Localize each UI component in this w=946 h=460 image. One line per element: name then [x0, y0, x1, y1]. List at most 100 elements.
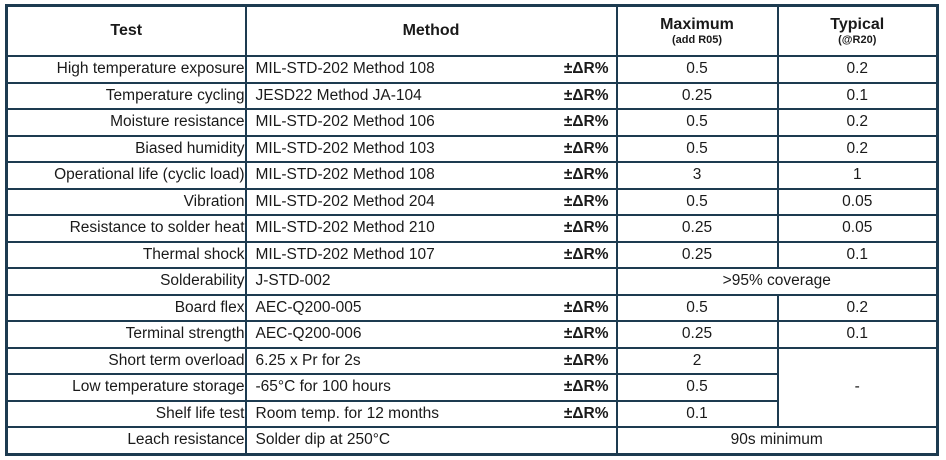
header-method-label: Method [402, 21, 460, 39]
method-cell: MIL-STD-202 Method 108 ±ΔR% [244, 55, 618, 84]
method-cell: J-STD-002 [244, 267, 618, 296]
header-maximum-subtitle: (add R05) [671, 34, 723, 47]
test-cell: Vibration [5, 187, 247, 216]
method-cell: AEC-Q200-006 ±ΔR% [244, 320, 618, 349]
delta-r-label: ±ΔR% [563, 139, 609, 157]
delta-r-label: ±ΔR% [563, 245, 609, 263]
maximum-cell: 0.25 [615, 240, 779, 269]
delta-r-label: ±ΔR% [563, 219, 609, 237]
maximum-cell: 0.5 [615, 187, 779, 216]
method-cell: AEC-Q200-005 ±ΔR% [244, 293, 618, 322]
delta-r-label: ±ΔR% [563, 378, 609, 396]
method-cell: MIL-STD-202 Method 103 ±ΔR% [244, 134, 618, 163]
maximum-cell: 0.5 [615, 55, 779, 84]
maximum-cell: 0.1 [615, 399, 779, 428]
table-row: Vibration MIL-STD-202 Method 204 ±ΔR% 0.5 0.… [5, 187, 939, 216]
method-cell: Solder dip at 250°C [244, 426, 618, 455]
table-row: Low temperature storage -65°C for 100 hou… [5, 373, 938, 402]
method-text: JESD22 Method JA-104 [255, 86, 422, 104]
maximum-cell: 0.25 [615, 320, 779, 349]
table-row: Terminal strength AEC-Q200-006 ±ΔR% 0.25 0.1 [5, 320, 939, 349]
table-row: Shelf life test Room temp. for 12 months ±… [5, 399, 938, 428]
maximum-cell: 0.5 [615, 134, 779, 163]
test-cell: Low temperature storage [5, 373, 247, 402]
method-text: J-STD-002 [255, 272, 331, 290]
typical-cell: 0.05 [776, 187, 939, 216]
maximum-cell: 0.25 [615, 81, 779, 110]
maximum-cell: 3 [615, 161, 779, 190]
maximum-cell: 0.5 [615, 108, 779, 137]
qualification-table: Test Method Maximum (add R05) Typical (@… [5, 4, 939, 456]
delta-r-label: ±ΔR% [563, 60, 609, 78]
method-text: AEC-Q200-005 [255, 298, 362, 316]
typical-cell: 0.1 [776, 81, 939, 110]
method-cell: -65°C for 100 hours ±ΔR% [244, 373, 618, 402]
header-test-label: Test [110, 21, 143, 39]
method-cell: MIL-STD-202 Method 107 ±ΔR% [244, 240, 618, 269]
method-text: MIL-STD-202 Method 108 [255, 166, 435, 184]
typical-cell: 0.2 [776, 55, 939, 84]
method-text: Room temp. for 12 months [255, 404, 440, 422]
column-header-maximum: Maximum (add R05) [615, 4, 779, 57]
delta-r-label: ±ΔR% [563, 298, 609, 316]
delta-r-label: ±ΔR% [563, 192, 609, 210]
typical-cell: 0.1 [776, 240, 939, 269]
test-cell: Leach resistance [5, 426, 247, 455]
test-cell: Shelf life test [5, 399, 247, 428]
header-maximum-label: Maximum [660, 15, 734, 33]
header-typical-label: Typical [830, 15, 885, 33]
method-text: MIL-STD-202 Method 108 [255, 60, 435, 78]
maximum-cell: 0.25 [615, 214, 779, 243]
test-cell: Terminal strength [5, 320, 247, 349]
table-row: Thermal shock MIL-STD-202 Method 107 ±ΔR% 0… [5, 240, 939, 269]
typical-merged-cell: - [776, 346, 939, 428]
method-text: AEC-Q200-006 [255, 325, 362, 343]
column-header-test: Test [5, 4, 247, 57]
method-text: MIL-STD-202 Method 210 [255, 219, 435, 237]
method-cell: 6.25 x Pr for 2s ±ΔR% [244, 346, 618, 375]
method-text: MIL-STD-202 Method 103 [255, 139, 435, 157]
delta-r-label: ±ΔR% [563, 351, 609, 369]
delta-r-label: ±ΔR% [563, 404, 609, 422]
method-cell: JESD22 Method JA-104 ±ΔR% [244, 81, 618, 110]
table-row: High temperature exposure MIL-STD-202 Met… [5, 55, 939, 84]
test-cell: Operational life (cyclic load) [5, 161, 247, 190]
table-row: Solderability J-STD-002 >95% coverage [5, 267, 939, 296]
delta-r-label: ±ΔR% [563, 86, 609, 104]
test-cell: Board flex [5, 293, 247, 322]
method-cell: Room temp. for 12 months ±ΔR% [244, 399, 618, 428]
merged-value-cell: 90s minimum [615, 426, 939, 455]
method-text: -65°C for 100 hours [255, 378, 391, 396]
test-cell: High temperature exposure [5, 55, 247, 84]
method-text: Solder dip at 250°C [255, 431, 391, 449]
maximum-cell: 0.5 [615, 373, 779, 402]
table-row: Operational life (cyclic load) MIL-STD-20… [5, 161, 939, 190]
test-cell: Biased humidity [5, 134, 247, 163]
table-row: Short term overload 6.25 x Pr for 2s ±ΔR% 2… [5, 346, 939, 428]
method-cell: MIL-STD-202 Method 210 ±ΔR% [244, 214, 618, 243]
header-typical-subtitle: (@R20) [838, 34, 877, 47]
table-row: Leach resistance Solder dip at 250°C 90s m… [5, 426, 939, 455]
delta-r-label: ±ΔR% [563, 166, 609, 184]
method-text: MIL-STD-202 Method 106 [255, 113, 435, 131]
typical-cell: 1 [776, 161, 939, 190]
test-cell: Temperature cycling [5, 81, 247, 110]
test-cell: Resistance to solder heat [5, 214, 247, 243]
typical-cell: 0.2 [776, 293, 939, 322]
test-cell: Short term overload [5, 346, 247, 375]
merged-value-cell: >95% coverage [615, 267, 939, 296]
method-text: 6.25 x Pr for 2s [255, 351, 361, 369]
column-header-method: Method [244, 4, 618, 57]
table-row: Biased humidity MIL-STD-202 Method 103 ±ΔR… [5, 134, 939, 163]
table-row: Moisture resistance MIL-STD-202 Method 10… [5, 108, 939, 137]
delta-r-label: ±ΔR% [563, 325, 609, 343]
table-row: Temperature cycling JESD22 Method JA-104 ±… [5, 81, 939, 110]
typical-cell: 0.1 [776, 320, 939, 349]
maximum-cell: 2 [615, 346, 779, 375]
test-cell: Thermal shock [5, 240, 247, 269]
method-cell: MIL-STD-202 Method 106 ±ΔR% [244, 108, 618, 137]
method-text: MIL-STD-202 Method 107 [255, 245, 435, 263]
test-cell: Moisture resistance [5, 108, 247, 137]
typical-cell: 0.05 [776, 214, 939, 243]
header-row: Test Method Maximum (add R05) Typical (@… [5, 4, 939, 57]
